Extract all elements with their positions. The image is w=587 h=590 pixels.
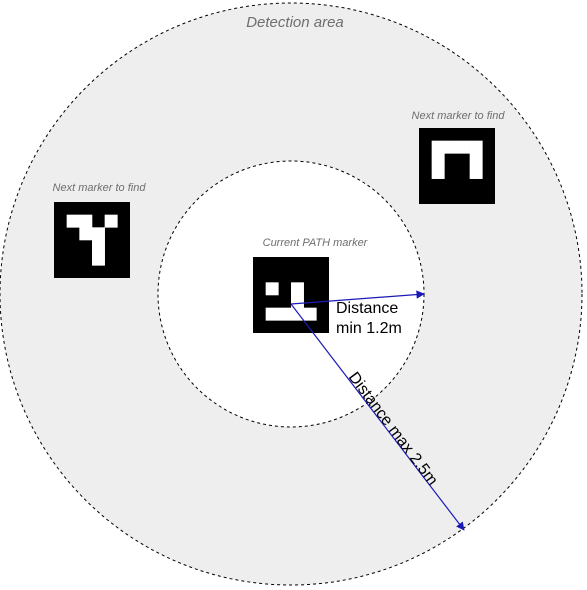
marker-bit <box>265 307 279 321</box>
min-distance-arrow <box>290 290 425 305</box>
marker-bit <box>291 282 304 296</box>
marker-bit <box>79 214 93 228</box>
marker-bit <box>265 282 279 296</box>
marker-bit <box>92 227 105 241</box>
marker-bit <box>291 295 304 308</box>
marker-bit <box>79 227 93 241</box>
distance-min-label-line2: min 1.2m <box>336 320 402 337</box>
current-path-marker <box>253 257 329 333</box>
current-marker-label: Current PATH marker <box>263 237 369 249</box>
marker-bit <box>469 140 483 154</box>
marker-bit <box>444 140 458 154</box>
marker-bit <box>66 214 80 228</box>
marker-bit <box>104 214 118 228</box>
marker-background <box>419 128 495 204</box>
marker-bit <box>303 307 317 321</box>
marker-bit <box>469 153 483 167</box>
marker-bit <box>431 166 445 179</box>
marker-bit <box>278 307 292 321</box>
marker-bit <box>92 240 105 253</box>
next-marker-left <box>54 202 130 278</box>
marker-bit <box>469 166 483 179</box>
marker-bit <box>431 153 445 167</box>
marker-bit <box>457 140 470 154</box>
marker-bit <box>431 140 445 154</box>
next-marker-left-label: Next marker to find <box>53 182 147 194</box>
max-distance-arrow <box>290 303 465 531</box>
distance-min-label-line1: Distance <box>336 300 398 317</box>
marker-bit <box>92 252 105 266</box>
next-marker-right <box>419 128 495 204</box>
next-marker-right-label: Next marker to find <box>412 110 506 122</box>
detection-area-label: Detection area <box>246 14 344 31</box>
